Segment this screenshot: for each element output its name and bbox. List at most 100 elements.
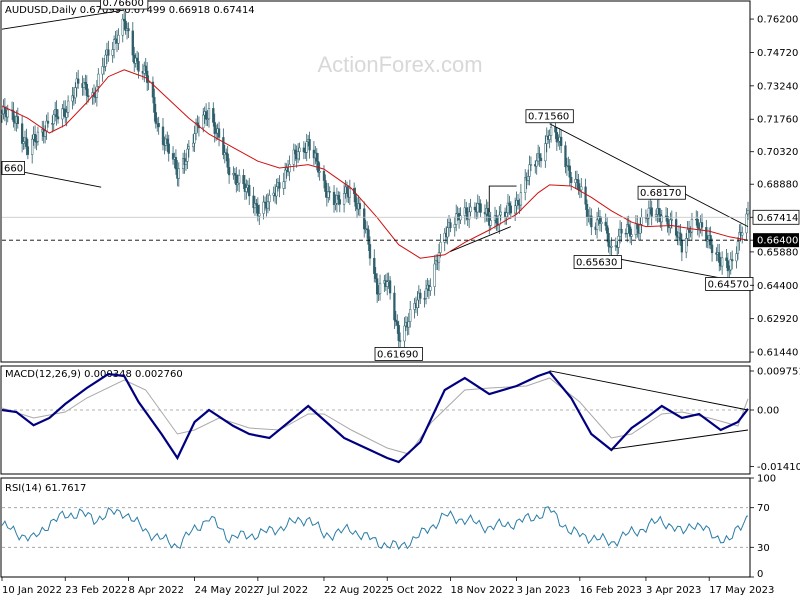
candle (620, 221, 623, 242)
candle-body (177, 168, 180, 179)
candle (735, 246, 738, 269)
x-tick-label: 7 Jul 2022 (258, 585, 308, 596)
candle (112, 35, 116, 59)
candle (423, 290, 426, 308)
candle (685, 233, 688, 259)
candle-body (439, 241, 442, 253)
price-y-tick: 0.65880 (750, 247, 798, 258)
candle-body (305, 141, 308, 153)
candle-body (467, 211, 471, 220)
price-title-ohlc: 0.67099 0.67499 0.66918 0.67414 (80, 5, 255, 16)
candle (154, 103, 157, 129)
candle-body (266, 201, 270, 209)
candle-body (278, 182, 281, 189)
x-tick: 23 Feb 2022 (64, 577, 127, 596)
macd-lines (1, 370, 749, 464)
price-moving-average (1, 69, 749, 259)
candle-body (61, 108, 64, 120)
candle-body (728, 269, 731, 272)
candle-body (526, 176, 530, 181)
candle-body (473, 206, 477, 211)
support-level-tag (753, 233, 799, 248)
x-tick: 5 Oct 2022 (386, 577, 443, 596)
trendline-upper-left (1, 9, 125, 30)
candle (252, 186, 255, 214)
candle-body (377, 293, 380, 295)
candle-body (268, 194, 271, 203)
candle (680, 233, 684, 262)
price-y-tick-label: 0.74720 (757, 48, 798, 59)
price-y-tick: 0.62920 (750, 314, 798, 325)
candle (524, 169, 527, 201)
candle (0, 109, 4, 123)
candle-body (666, 216, 669, 225)
candle (624, 228, 627, 238)
candle-body (328, 191, 331, 193)
candle-body (124, 20, 127, 31)
price-y-tick-label: 0.73240 (757, 81, 798, 92)
candle-body (626, 224, 629, 234)
candle-body (554, 126, 557, 133)
candle (308, 131, 311, 159)
candle (526, 169, 530, 186)
candle (262, 195, 265, 220)
candle-body (506, 202, 510, 214)
candle-body (476, 203, 479, 213)
candle (332, 185, 336, 213)
candle-body (74, 87, 77, 99)
candle-body (258, 213, 261, 217)
candle (446, 218, 449, 245)
candle-body (513, 205, 517, 214)
price-title: AUDUSD,Daily 0.67099 0.67499 0.66918 0.67… (5, 5, 255, 16)
candle-body (236, 182, 239, 186)
price-annotation: 0.64570 (705, 277, 754, 291)
candle (46, 112, 50, 128)
candle (396, 314, 399, 334)
rsi-y-tick-label: 0 (757, 569, 763, 580)
candle (745, 208, 748, 241)
x-axis: 10 Jan 2022 23 Feb 2022 8 Apr 2022 24 May 2… (1, 577, 774, 596)
macd-y-tick: 0.009751 (750, 366, 800, 377)
candle (397, 320, 400, 349)
candle (595, 211, 599, 239)
candle-body (640, 217, 643, 225)
price-title-symbol: AUDUSD,Daily (5, 5, 77, 16)
candle-body (255, 203, 258, 206)
candle-body (386, 281, 389, 287)
price-y-tick: 0.76200 (750, 15, 798, 26)
candle (455, 204, 458, 232)
candle (600, 216, 603, 232)
candle (233, 168, 237, 184)
candle (22, 136, 25, 150)
candle-body (327, 191, 330, 198)
candle-body (112, 39, 116, 50)
candle (639, 217, 642, 241)
candle (598, 210, 602, 232)
rsi-y-tick: 0 (750, 569, 763, 580)
candle-body (729, 259, 732, 271)
candle (378, 274, 382, 301)
candle-body (394, 319, 397, 322)
candle (77, 69, 80, 89)
candle (741, 226, 744, 244)
candle (679, 223, 682, 246)
candle (368, 236, 372, 266)
candle (377, 285, 380, 302)
candle (66, 95, 70, 118)
candle-body (117, 34, 120, 44)
candle (212, 102, 215, 127)
candle (539, 153, 543, 168)
candle-body (33, 134, 37, 142)
candle-body (577, 179, 580, 190)
candle (294, 144, 297, 162)
candle (31, 134, 34, 164)
candle-body (71, 95, 74, 102)
price-y-tick: 0.66400 (750, 233, 799, 248)
candle (437, 243, 441, 271)
candle-body (538, 153, 541, 159)
candle-body (217, 128, 221, 138)
candle-body (0, 113, 4, 115)
candle (238, 169, 241, 193)
